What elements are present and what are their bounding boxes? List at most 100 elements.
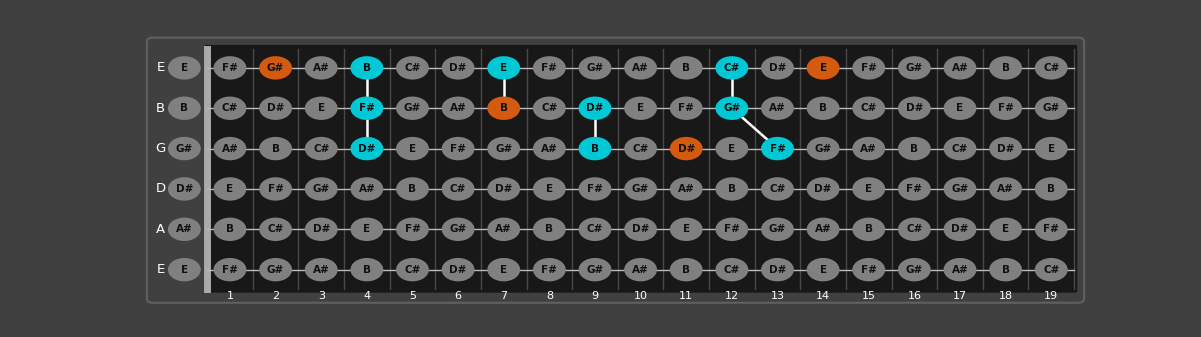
- Text: F#: F#: [861, 265, 877, 275]
- Ellipse shape: [625, 56, 657, 80]
- Text: 3: 3: [318, 291, 324, 301]
- Text: E: E: [682, 224, 689, 234]
- Ellipse shape: [944, 137, 976, 160]
- Ellipse shape: [396, 218, 429, 241]
- Ellipse shape: [488, 56, 520, 80]
- Text: B: B: [545, 224, 554, 234]
- Ellipse shape: [625, 137, 657, 160]
- Ellipse shape: [305, 218, 337, 241]
- Ellipse shape: [625, 258, 657, 281]
- Text: B: B: [591, 144, 599, 154]
- Text: B: B: [1002, 265, 1010, 275]
- Ellipse shape: [442, 137, 474, 160]
- Ellipse shape: [853, 177, 885, 201]
- Text: A#: A#: [449, 103, 466, 113]
- Text: C#: C#: [313, 144, 329, 154]
- Ellipse shape: [1035, 96, 1068, 120]
- Ellipse shape: [168, 96, 201, 120]
- Ellipse shape: [442, 218, 474, 241]
- Ellipse shape: [305, 258, 337, 281]
- Ellipse shape: [898, 137, 931, 160]
- Ellipse shape: [670, 56, 703, 80]
- Text: E: E: [363, 224, 370, 234]
- Ellipse shape: [944, 96, 976, 120]
- Ellipse shape: [442, 258, 474, 281]
- Text: A#: A#: [632, 265, 649, 275]
- Text: B: B: [682, 265, 691, 275]
- Text: A#: A#: [358, 184, 375, 194]
- Text: G#: G#: [312, 184, 330, 194]
- Text: E: E: [156, 263, 165, 276]
- Text: F#: F#: [679, 103, 694, 113]
- Text: 7: 7: [500, 291, 507, 301]
- Text: G#: G#: [1042, 103, 1059, 113]
- Ellipse shape: [716, 258, 748, 281]
- Text: F#: F#: [770, 144, 785, 154]
- Text: G#: G#: [906, 63, 924, 73]
- Text: G#: G#: [586, 63, 604, 73]
- Text: 8: 8: [545, 291, 552, 301]
- Ellipse shape: [1035, 137, 1068, 160]
- Text: A#: A#: [769, 103, 785, 113]
- Text: 6: 6: [455, 291, 461, 301]
- Text: E: E: [227, 184, 233, 194]
- Text: C#: C#: [405, 265, 420, 275]
- Text: D#: D#: [175, 184, 193, 194]
- Ellipse shape: [990, 137, 1022, 160]
- Ellipse shape: [853, 96, 885, 120]
- Ellipse shape: [259, 96, 292, 120]
- Text: 16: 16: [908, 291, 921, 301]
- FancyBboxPatch shape: [204, 45, 1077, 293]
- Ellipse shape: [670, 218, 703, 241]
- Ellipse shape: [761, 137, 794, 160]
- Ellipse shape: [442, 177, 474, 201]
- Text: C#: C#: [268, 224, 283, 234]
- Ellipse shape: [214, 258, 246, 281]
- Text: 1: 1: [227, 291, 233, 301]
- Text: B: B: [363, 63, 371, 73]
- Text: F#: F#: [359, 103, 375, 113]
- Ellipse shape: [898, 56, 931, 80]
- Text: E: E: [181, 63, 187, 73]
- Text: E: E: [637, 103, 644, 113]
- Text: C#: C#: [952, 144, 968, 154]
- Text: B: B: [156, 102, 166, 115]
- Ellipse shape: [579, 258, 611, 281]
- Text: D#: D#: [997, 144, 1015, 154]
- Ellipse shape: [853, 258, 885, 281]
- Text: E: E: [317, 103, 324, 113]
- Text: 10: 10: [634, 291, 647, 301]
- Ellipse shape: [214, 56, 246, 80]
- Ellipse shape: [168, 56, 201, 80]
- Ellipse shape: [259, 137, 292, 160]
- Ellipse shape: [351, 96, 383, 120]
- Text: G#: G#: [632, 184, 650, 194]
- Ellipse shape: [533, 177, 566, 201]
- Text: D#: D#: [586, 103, 604, 113]
- Ellipse shape: [716, 96, 748, 120]
- Text: C#: C#: [907, 224, 922, 234]
- Ellipse shape: [579, 177, 611, 201]
- Ellipse shape: [351, 258, 383, 281]
- Text: A#: A#: [951, 265, 968, 275]
- Text: C#: C#: [405, 63, 420, 73]
- Text: D#: D#: [495, 184, 513, 194]
- Text: C#: C#: [724, 265, 740, 275]
- Text: G#: G#: [769, 224, 787, 234]
- Ellipse shape: [351, 56, 383, 80]
- Ellipse shape: [990, 218, 1022, 241]
- Ellipse shape: [579, 137, 611, 160]
- Text: E: E: [819, 265, 826, 275]
- Text: B: B: [1002, 63, 1010, 73]
- Text: D#: D#: [358, 144, 376, 154]
- Ellipse shape: [488, 258, 520, 281]
- Text: F#: F#: [222, 265, 238, 275]
- Ellipse shape: [1035, 258, 1068, 281]
- Ellipse shape: [625, 218, 657, 241]
- Text: A#: A#: [632, 63, 649, 73]
- Ellipse shape: [990, 177, 1022, 201]
- Text: 18: 18: [998, 291, 1012, 301]
- Text: G#: G#: [586, 265, 604, 275]
- Text: E: E: [956, 103, 963, 113]
- Ellipse shape: [807, 258, 839, 281]
